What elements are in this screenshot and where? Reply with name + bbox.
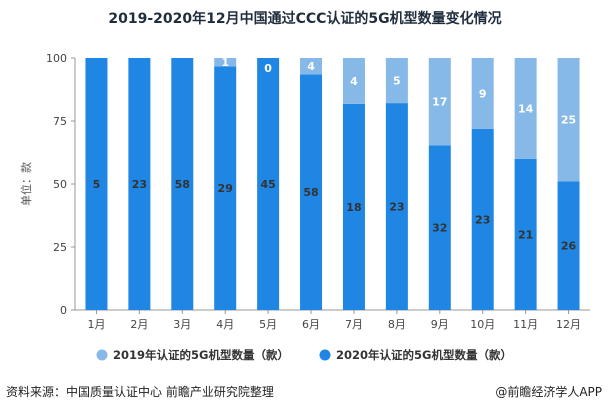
credit-note: @前瞻经济学人APP — [495, 385, 602, 399]
data-label-2020: 32 — [432, 222, 447, 235]
data-label-2020: 29 — [218, 182, 233, 195]
bar-2020-segment — [128, 58, 151, 310]
data-label-2020: 21 — [518, 228, 533, 241]
x-tick-label: 5月 — [259, 318, 277, 331]
bar-2020-segment — [85, 58, 108, 310]
x-tick-label: 1月 — [87, 318, 105, 331]
y-axis-label: 单位：款 — [19, 162, 33, 206]
y-tick-label: 100 — [46, 52, 67, 65]
x-tick-label: 9月 — [431, 318, 449, 331]
bar-2019-segment — [385, 58, 408, 104]
bar-2020-segment — [514, 158, 537, 310]
source-note: 资料来源：中国质量认证中心 前瞻产业研究院整理 — [6, 385, 274, 399]
data-label-2019: 4 — [307, 60, 315, 73]
x-tick-label: 4月 — [216, 318, 234, 331]
bar-2020-segment — [342, 103, 365, 310]
bar-2020-segment — [257, 58, 280, 310]
y-tick-label: 75 — [53, 115, 67, 128]
data-label-2019: 9 — [479, 87, 487, 100]
x-tick-label: 8月 — [388, 318, 406, 331]
bars — [85, 58, 580, 310]
bar-2020-segment — [300, 74, 323, 310]
data-label-2020: 23 — [475, 213, 490, 226]
data-label-2019: 0 — [264, 62, 272, 75]
bar-2019-segment — [300, 58, 323, 75]
bar-2019-segment — [428, 58, 451, 146]
data-label-2020: 45 — [260, 178, 275, 191]
data-label-2019: 25 — [561, 114, 576, 127]
bar-2019-segment — [514, 58, 537, 159]
x-tick-label: 3月 — [173, 318, 191, 331]
y-tick-label: 25 — [53, 241, 67, 254]
data-label-2020: 5 — [93, 178, 101, 191]
data-label-2020: 26 — [561, 240, 577, 253]
data-label-2019: 17 — [432, 96, 447, 109]
y-tick-label: 0 — [60, 304, 67, 317]
bar-2020-segment — [557, 181, 580, 310]
data-labels: 5 23 58 29 1 45 0 58 4 18 4 23 5 32 17 23 9 21 14 26 25 — [93, 56, 577, 253]
y-tick-label: 50 — [53, 178, 67, 191]
legend-label: 2019年认证的5G机型数量（款） — [113, 348, 289, 362]
bar-2019-segment — [214, 58, 237, 67]
bar-2020-segment — [214, 66, 237, 310]
data-label-2020: 58 — [175, 178, 190, 191]
x-tick-label: 10月 — [470, 318, 495, 331]
bar-2020-segment — [171, 58, 194, 310]
bar-2020-segment — [428, 145, 451, 310]
data-label-2020: 18 — [346, 201, 361, 214]
bar-2020-segment — [471, 128, 494, 310]
legend-swatch — [96, 349, 108, 361]
chart-title: 2019-2020年12月中国通过CCC认证的5G机型数量变化情况 — [108, 11, 502, 27]
legend: 2019年认证的5G机型数量（款） 2020年认证的5G机型数量（款） — [96, 348, 512, 362]
data-label-2019: 1 — [221, 56, 229, 69]
bar-2019-segment — [471, 58, 494, 129]
data-label-2019: 5 — [393, 75, 401, 88]
x-tick-label: 7月 — [345, 318, 363, 331]
data-label-2020: 23 — [389, 201, 404, 214]
legend-swatch — [319, 349, 331, 361]
data-label-2020: 58 — [303, 186, 318, 199]
x-tick-label: 2月 — [130, 318, 148, 331]
x-tick-label: 12月 — [556, 318, 581, 331]
data-label-2020: 23 — [132, 178, 147, 191]
bar-2019-segment — [557, 58, 580, 182]
bar-2020-segment — [385, 103, 408, 310]
bar-2019-segment — [342, 58, 365, 104]
x-tick-label: 11月 — [513, 318, 538, 331]
x-tick-label: 6月 — [302, 318, 320, 331]
data-label-2019: 4 — [350, 75, 358, 88]
legend-label: 2020年认证的5G机型数量（款） — [336, 348, 512, 362]
data-label-2019: 14 — [518, 102, 534, 115]
